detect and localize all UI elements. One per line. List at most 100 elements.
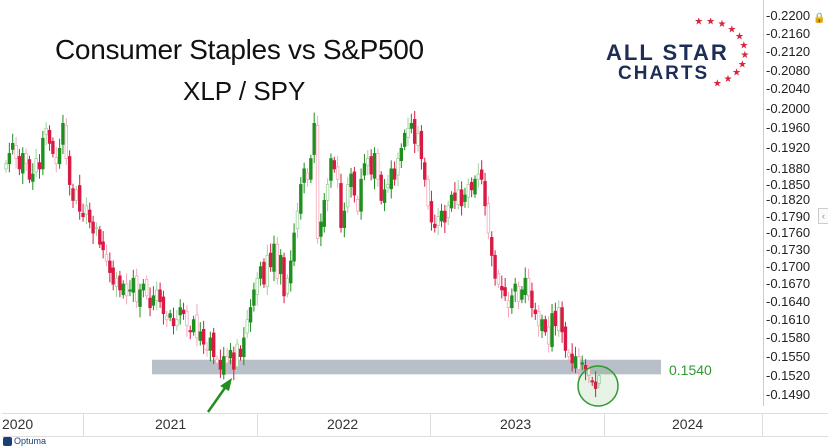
candle-body xyxy=(339,183,343,228)
candle-body xyxy=(111,267,115,285)
candle-body xyxy=(500,286,504,291)
y-tick-label: -0.1920 xyxy=(766,140,811,156)
x-tick-2021: 2021 xyxy=(155,416,187,432)
chevron-left-icon[interactable]: ‹ xyxy=(818,208,828,224)
candle-body xyxy=(386,184,390,189)
candle-body xyxy=(158,289,162,303)
candle-body xyxy=(553,310,558,327)
candle-body xyxy=(392,168,397,180)
star-icon: ★ xyxy=(740,50,749,61)
candle-body xyxy=(513,283,517,292)
candle-body xyxy=(222,356,226,375)
candle-body xyxy=(14,144,18,159)
candle-body xyxy=(506,300,511,309)
y-tick-label: -0.1880 xyxy=(766,160,811,176)
candle-body xyxy=(416,132,420,146)
candle-body xyxy=(453,192,457,201)
candle-body xyxy=(64,124,68,159)
candle-body xyxy=(473,178,477,195)
candle-body xyxy=(433,223,437,228)
candle-body xyxy=(198,331,202,341)
optuma-icon xyxy=(3,436,12,446)
candle-body xyxy=(587,366,591,377)
candle-body xyxy=(533,309,537,315)
y-tick-label: -0.2000 xyxy=(766,100,811,116)
candle-body xyxy=(114,277,119,287)
candle-body xyxy=(342,210,347,228)
candle-body xyxy=(503,287,507,297)
y-tick-label: -0.2080 xyxy=(766,62,811,78)
candle-body xyxy=(124,283,129,297)
candle-body xyxy=(426,178,430,207)
candle-body xyxy=(593,381,598,389)
candle-body xyxy=(590,380,594,383)
candle-body xyxy=(463,194,467,202)
x-divider xyxy=(257,414,258,436)
candle-body xyxy=(436,216,440,226)
y-tick-label: -0.1850 xyxy=(766,176,811,192)
star-icon: ★ xyxy=(735,32,744,43)
star-icon: ★ xyxy=(706,18,715,27)
candle-body xyxy=(319,221,323,237)
x-divider xyxy=(762,414,763,436)
lock-icon[interactable]: 🔒 xyxy=(813,13,826,24)
candle-body xyxy=(242,337,246,358)
candle-body xyxy=(543,319,548,333)
candle-body xyxy=(7,153,12,165)
candle-body xyxy=(84,205,89,215)
support-band xyxy=(152,359,661,375)
candle-body xyxy=(175,319,179,327)
candle-body xyxy=(44,127,48,135)
candle-body xyxy=(148,297,152,309)
candle-body xyxy=(439,210,444,222)
x-divider xyxy=(430,414,431,436)
optuma-logo: Optuma xyxy=(3,436,46,446)
candle-body xyxy=(37,162,42,170)
candle-body xyxy=(78,185,82,212)
candle-body xyxy=(225,356,229,364)
candle-body xyxy=(24,153,28,165)
x-tick-2020: 2020 xyxy=(2,416,34,432)
candle-body xyxy=(61,122,65,145)
y-tick-label: -0.1760 xyxy=(766,225,811,241)
candle-body xyxy=(570,353,574,364)
candle-body xyxy=(57,148,62,165)
candle-body xyxy=(74,189,79,201)
star-icon: ★ xyxy=(713,78,722,88)
candle-body xyxy=(382,189,387,203)
candle-body xyxy=(275,243,280,279)
candle-body xyxy=(530,290,534,309)
candle-body xyxy=(94,227,99,230)
candle-body xyxy=(349,173,353,188)
all-star-charts-logo: ★ ★ ★ ★ ★ ★ ★ ★ ★ ★ ★ ALL STAR CHARTS xyxy=(600,18,750,88)
stars-arc-icon: ★ ★ ★ ★★★★★★★★ xyxy=(694,18,749,88)
candle-body xyxy=(466,184,470,198)
candle-body xyxy=(131,277,135,293)
candle-body xyxy=(483,180,487,207)
candle-body xyxy=(215,358,219,364)
candle-body xyxy=(195,314,199,339)
candle-body xyxy=(352,171,357,196)
y-tick-label: -0.1960 xyxy=(766,120,811,136)
candle-body xyxy=(71,188,75,201)
x-divider xyxy=(604,414,605,436)
candle-body xyxy=(144,279,149,297)
candle-body xyxy=(369,156,373,175)
candle-body xyxy=(583,365,588,370)
candle-body xyxy=(165,315,169,321)
candle-body xyxy=(423,162,427,180)
star-icon: ★ xyxy=(739,41,748,52)
x-axis[interactable]: 2020 2021 2022 2023 2024 xyxy=(2,413,828,437)
candle-body xyxy=(211,332,216,358)
candle-body xyxy=(573,356,578,369)
candle-body xyxy=(597,375,601,384)
candle-body xyxy=(399,148,403,162)
candle-body xyxy=(577,356,581,370)
candle-body xyxy=(138,289,142,307)
candle-body xyxy=(402,132,407,147)
candle-body xyxy=(178,307,182,316)
x-tick-2023: 2023 xyxy=(500,416,532,432)
candle-body xyxy=(359,178,363,212)
candle-body xyxy=(108,260,112,273)
